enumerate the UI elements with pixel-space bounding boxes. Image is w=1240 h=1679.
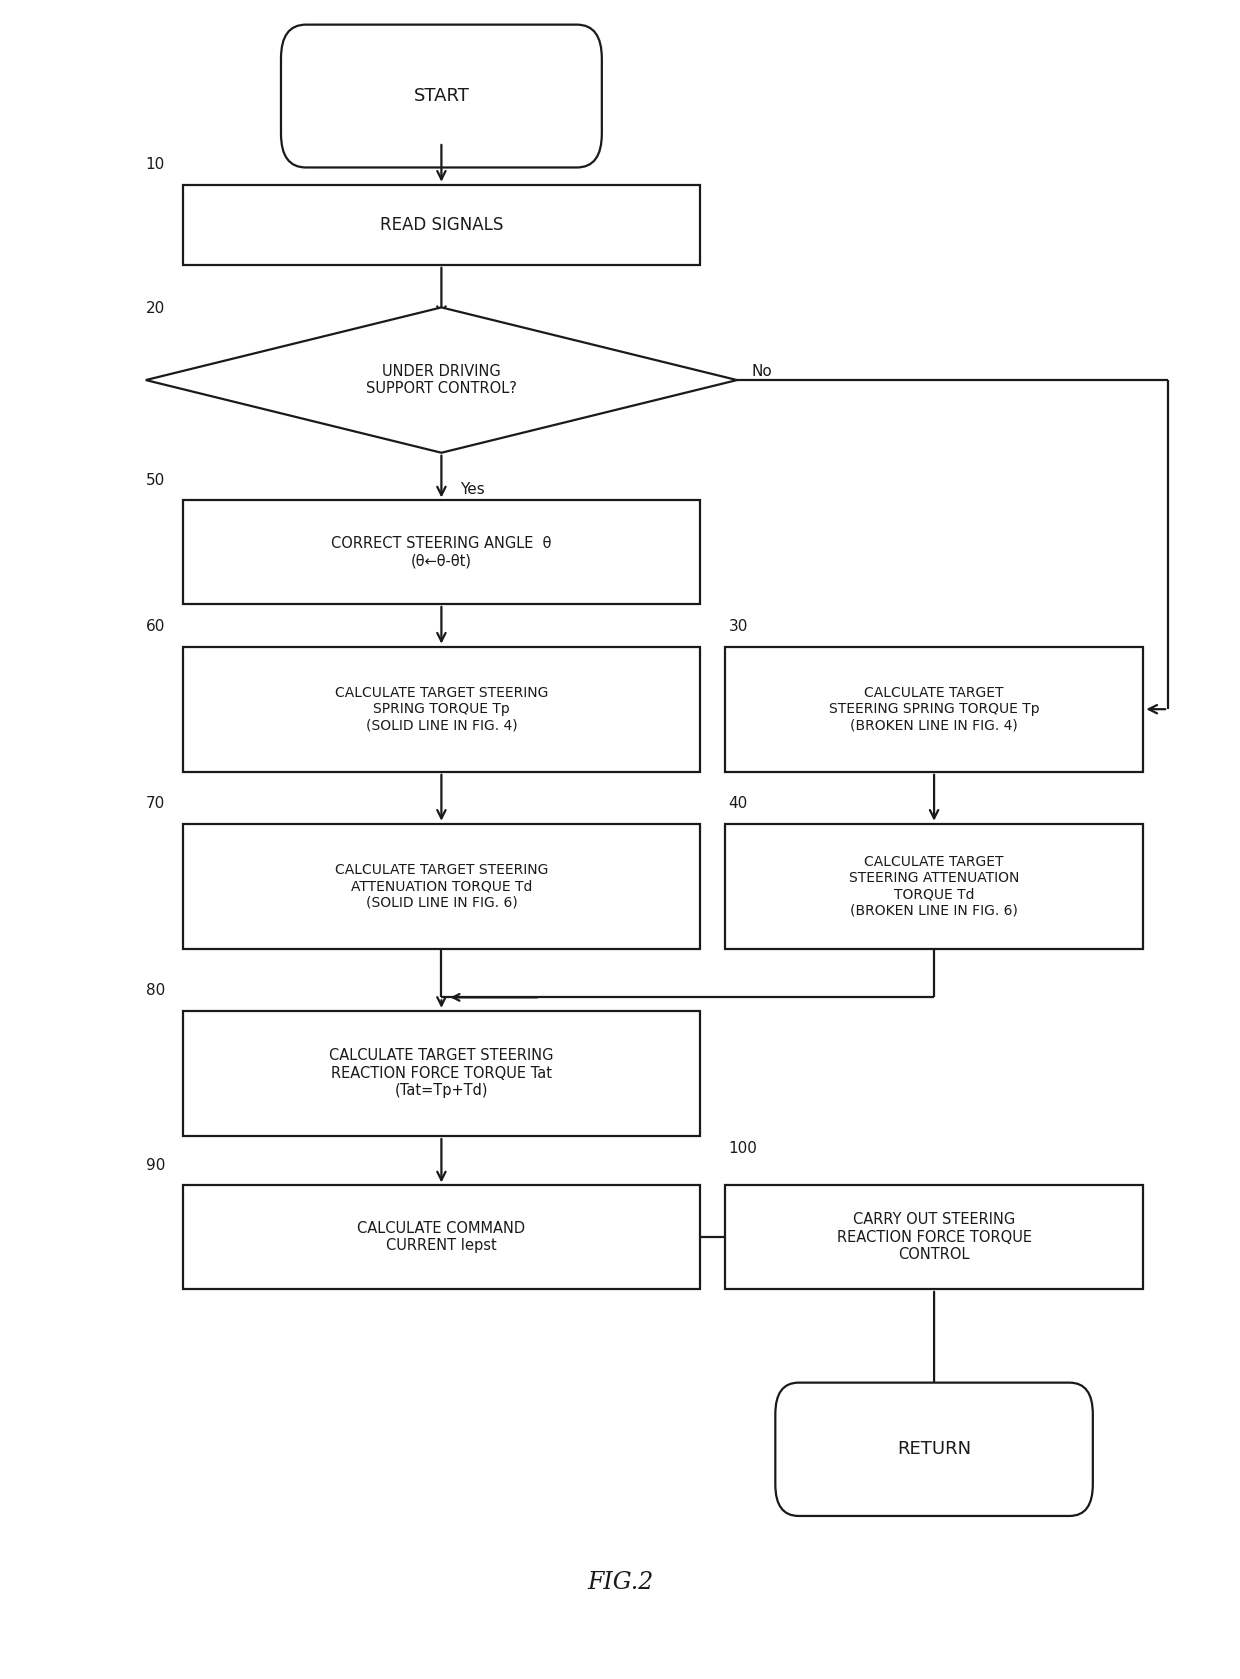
FancyBboxPatch shape xyxy=(775,1382,1092,1516)
Text: READ SIGNALS: READ SIGNALS xyxy=(379,215,503,233)
Bar xyxy=(182,185,701,265)
Text: 30: 30 xyxy=(728,620,748,635)
Text: CALCULATE TARGET
STEERING ATTENUATION
TORQUE Td
(BROKEN LINE IN FIG. 6): CALCULATE TARGET STEERING ATTENUATION TO… xyxy=(849,855,1019,918)
Text: RETURN: RETURN xyxy=(897,1441,971,1459)
Text: Yes: Yes xyxy=(460,482,485,497)
Text: CARRY OUT STEERING
REACTION FORCE TORQUE
CONTROL: CARRY OUT STEERING REACTION FORCE TORQUE… xyxy=(837,1212,1032,1263)
Text: 20: 20 xyxy=(146,301,165,316)
Text: 100: 100 xyxy=(728,1142,758,1157)
Text: CALCULATE TARGET STEERING
SPRING TORQUE Tp
(SOLID LINE IN FIG. 4): CALCULATE TARGET STEERING SPRING TORQUE … xyxy=(335,687,548,732)
Polygon shape xyxy=(146,307,737,453)
Text: No: No xyxy=(751,364,773,379)
Bar xyxy=(182,824,701,949)
Text: UNDER DRIVING
SUPPORT CONTROL?: UNDER DRIVING SUPPORT CONTROL? xyxy=(366,364,517,396)
Bar xyxy=(724,646,1143,772)
Text: 80: 80 xyxy=(146,984,165,999)
Text: CORRECT STEERING ANGLE  θ
(θ←θ-θt): CORRECT STEERING ANGLE θ (θ←θ-θt) xyxy=(331,536,552,569)
Text: 40: 40 xyxy=(728,796,748,811)
Text: 60: 60 xyxy=(146,620,165,635)
Text: CALCULATE TARGET
STEERING SPRING TORQUE Tp
(BROKEN LINE IN FIG. 4): CALCULATE TARGET STEERING SPRING TORQUE … xyxy=(828,687,1039,732)
FancyBboxPatch shape xyxy=(281,25,601,168)
Bar xyxy=(724,824,1143,949)
Bar xyxy=(182,1185,701,1289)
Text: FIG.2: FIG.2 xyxy=(587,1572,653,1595)
Text: START: START xyxy=(413,87,470,106)
Text: CALCULATE COMMAND
CURRENT Iepst: CALCULATE COMMAND CURRENT Iepst xyxy=(357,1221,526,1253)
Bar xyxy=(724,1185,1143,1289)
Text: 50: 50 xyxy=(146,473,165,489)
Bar xyxy=(182,500,701,604)
Text: 10: 10 xyxy=(146,158,165,171)
Bar xyxy=(182,646,701,772)
Text: CALCULATE TARGET STEERING
ATTENUATION TORQUE Td
(SOLID LINE IN FIG. 6): CALCULATE TARGET STEERING ATTENUATION TO… xyxy=(335,863,548,910)
Text: 70: 70 xyxy=(146,796,165,811)
Text: CALCULATE TARGET STEERING
REACTION FORCE TORQUE Tat
(Tat=Tp+Td): CALCULATE TARGET STEERING REACTION FORCE… xyxy=(329,1048,553,1098)
Bar xyxy=(182,1011,701,1137)
Text: 90: 90 xyxy=(146,1159,165,1172)
